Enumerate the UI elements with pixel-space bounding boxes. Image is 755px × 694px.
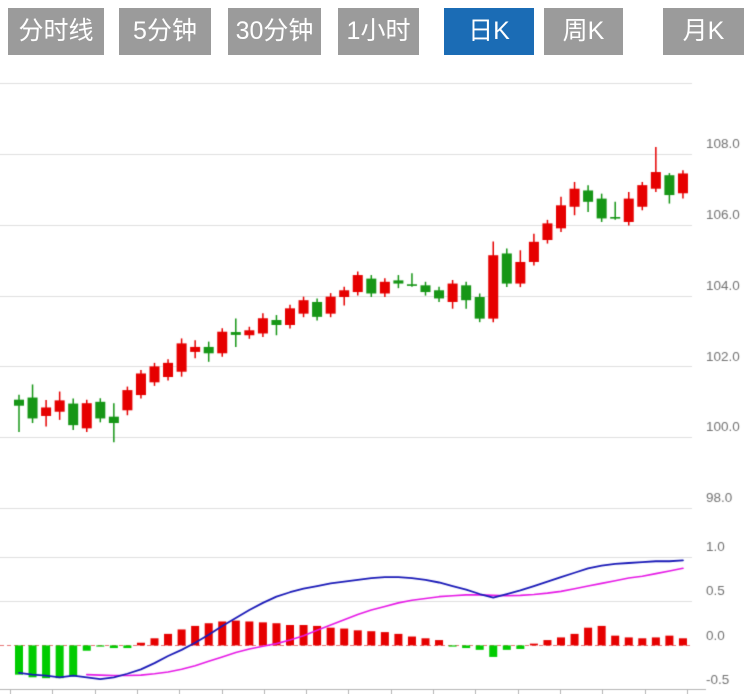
tab-period-5[interactable]: 周K [544,8,623,55]
period-tabbar: 分时线 5分钟 30分钟 1小时 日K 周K 月K [0,8,744,55]
tab-period-0[interactable]: 分时线 [8,8,104,55]
tab-period-1[interactable]: 5分钟 [119,8,211,55]
tab-period-4[interactable]: 日K [444,8,534,55]
tab-period-2[interactable]: 30分钟 [228,8,321,55]
tab-period-3[interactable]: 1小时 [338,8,419,55]
tab-period-6[interactable]: 月K [663,8,744,55]
